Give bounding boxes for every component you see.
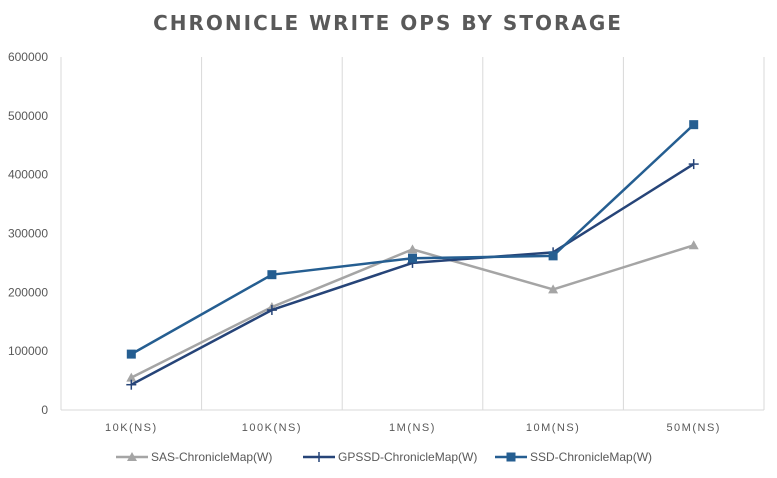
data-point <box>548 251 558 261</box>
y-tick-label: 0 <box>41 403 48 417</box>
series-ssd-chroniclemap-w <box>126 120 699 359</box>
legend-label: SAS-ChronicleMap(W) <box>151 450 272 464</box>
legend-label: SSD-ChronicleMap(W) <box>530 450 652 464</box>
legend-item: GPSSD-ChronicleMap(W) <box>303 450 477 464</box>
data-point <box>266 304 277 315</box>
chart-title: CHRONICLE WRITE OPS BY STORAGE <box>153 11 623 35</box>
data-point <box>267 270 277 280</box>
gridlines <box>60 57 765 410</box>
data-point <box>689 120 699 130</box>
y-tick-label: 600000 <box>8 50 48 64</box>
data-point <box>126 349 136 359</box>
legend-marker <box>314 452 324 462</box>
data-point <box>126 379 137 390</box>
legend-marker <box>127 452 137 461</box>
legend-item: SAS-ChronicleMap(W) <box>116 450 272 464</box>
x-tick-label: 1M(NS) <box>389 422 436 434</box>
x-tick-label: 10K(NS) <box>105 422 158 434</box>
legend-item: SSD-ChronicleMap(W) <box>495 450 652 464</box>
x-tick-label: 10M(NS) <box>526 422 581 434</box>
data-point <box>408 253 417 263</box>
x-tick-label: 100K(NS) <box>242 422 302 434</box>
y-tick-label: 200000 <box>8 285 48 299</box>
series-gpssd-chroniclemap-w <box>126 159 699 390</box>
axes: 0 100000 200000 300000 400000 500000 600000 10K… <box>8 50 764 434</box>
y-tick-label: 400000 <box>8 168 48 182</box>
y-tick-label: 100000 <box>8 344 48 358</box>
plot-area <box>126 120 699 390</box>
data-point <box>407 244 418 254</box>
data-point <box>126 372 137 382</box>
series-line <box>130 123 695 356</box>
y-tick-label: 300000 <box>8 227 48 241</box>
legend: SAS-ChronicleMap(W) GPSSD-ChronicleMap(W)… <box>116 450 652 464</box>
legend-label: GPSSD-ChronicleMap(W) <box>338 450 477 464</box>
data-point <box>688 240 699 250</box>
data-point <box>548 284 559 294</box>
series-line <box>130 163 695 386</box>
legend-marker <box>506 452 516 462</box>
x-tick-label: 50M(NS) <box>666 422 721 434</box>
y-tick-label: 500000 <box>8 109 48 123</box>
data-point <box>688 159 699 170</box>
